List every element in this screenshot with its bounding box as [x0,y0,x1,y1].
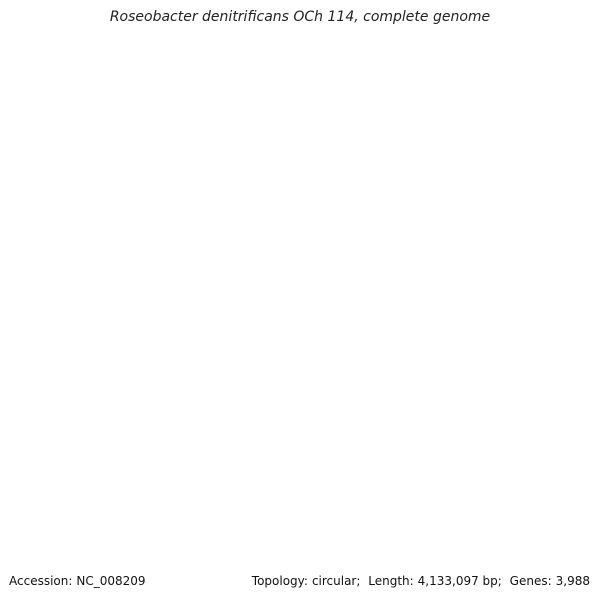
topology-label: Topology: [251,574,308,588]
accession-info: Accession: NC_008209 [9,574,146,588]
genes-value: 3,988 [555,574,590,588]
genes-label: Genes: [509,574,552,588]
length-label: Length: [368,574,414,588]
length-value: 4,133,097 bp; [417,574,502,588]
accession-label: Accession: [9,574,73,588]
topology-value: circular; [311,574,361,588]
genome-summary: Topology: circular; Length: 4,133,097 bp; … [252,574,590,588]
accession-value: NC_008209 [76,574,146,588]
genome-title: Roseobacter denitrificans OCh 114, compl… [109,9,491,25]
